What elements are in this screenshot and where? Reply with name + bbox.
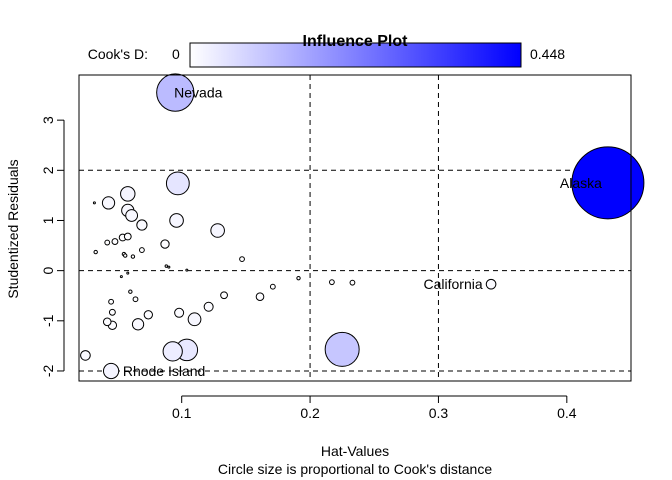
data-point: [131, 318, 145, 331]
x-axis-label: Hat-Values: [321, 443, 389, 459]
data-points: [80, 73, 645, 380]
legend-label: Cook's D:: [88, 46, 148, 62]
data-point: [119, 275, 123, 279]
y-tick-label: -1: [40, 314, 56, 327]
data-point: [108, 298, 114, 305]
y-tick-label: 1: [40, 216, 56, 224]
data-point: [160, 239, 170, 249]
x-tick-label: 0.2: [300, 405, 320, 421]
x-tick-label: 0.3: [429, 405, 449, 421]
x-tick-label: 0.4: [557, 405, 577, 421]
legend-color-bar: [189, 42, 522, 68]
data-point: [125, 209, 139, 222]
data-point: [165, 171, 190, 196]
data-point: [143, 310, 153, 320]
data-point: [138, 247, 145, 253]
y-axis-label: Studentized Residuals: [5, 159, 21, 298]
data-point: [324, 331, 360, 367]
data-point: [169, 213, 184, 228]
data-point: [120, 186, 136, 202]
data-point: [210, 223, 225, 238]
data-point: [130, 254, 136, 259]
x-axis: 0.1 0.2 0.3 0.4: [172, 395, 577, 421]
data-point: [269, 283, 276, 290]
data-point: [92, 201, 96, 205]
data-point: [132, 296, 139, 303]
data-point: [187, 312, 202, 327]
plot-area: Nevada Alaska California Rhode Island: [78, 73, 645, 382]
point-label-california: California: [424, 276, 483, 292]
data-point: [162, 341, 183, 362]
legend-max-label: 0.448: [530, 46, 565, 62]
data-point: [126, 271, 130, 275]
y-tick-label: 0: [40, 267, 56, 275]
data-point: [80, 350, 91, 361]
point-nevada: [156, 73, 195, 112]
point-labels: Nevada Alaska California Rhode Island: [123, 85, 602, 379]
data-point: [296, 275, 301, 281]
data-point: [255, 292, 265, 302]
x-tick-label: 0.1: [172, 405, 192, 421]
data-point: [108, 308, 116, 316]
plot-frame: [78, 74, 632, 382]
data-point: [185, 268, 189, 272]
data-point: [111, 238, 119, 245]
data-point: [101, 196, 116, 210]
data-point: [123, 232, 132, 241]
point-label-nevada: Nevada: [174, 85, 222, 101]
data-point: [93, 249, 98, 255]
data-point: [349, 279, 356, 286]
data-point: [220, 291, 228, 300]
y-tick-label: 3: [40, 116, 56, 124]
data-point: [102, 317, 112, 327]
legend-min-label: 0: [172, 46, 180, 62]
data-point: [328, 279, 335, 286]
data-point: [174, 307, 185, 318]
reference-lines: [79, 75, 631, 381]
data-point: [203, 301, 214, 312]
data-point: [164, 264, 168, 268]
data-point: [123, 253, 128, 258]
chart-title: Influence Plot: [303, 33, 409, 50]
chart-subtitle: Circle size is proportional to Cook's di…: [218, 461, 492, 477]
data-point: [167, 265, 171, 269]
point-california: [485, 278, 497, 290]
point-label-alaska: Alaska: [560, 175, 602, 191]
point-rhode-island: [102, 362, 120, 380]
data-point: [104, 239, 111, 246]
data-point: [136, 219, 148, 231]
y-tick-label: -2: [40, 365, 56, 378]
y-tick-label: 2: [40, 166, 56, 174]
point-alaska: [571, 146, 645, 220]
cooks-d-legend: Cook's D: 0 0.448: [88, 42, 565, 68]
point-label-rhode-island: Rhode Island: [123, 363, 206, 379]
data-point: [239, 256, 245, 263]
data-point: [128, 289, 133, 294]
y-axis: -2 -1 0 1 2 3: [40, 116, 65, 378]
